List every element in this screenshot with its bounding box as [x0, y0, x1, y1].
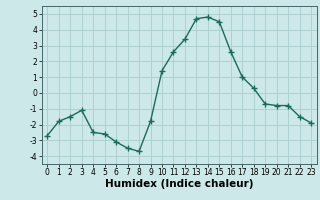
X-axis label: Humidex (Indice chaleur): Humidex (Indice chaleur): [105, 179, 253, 189]
